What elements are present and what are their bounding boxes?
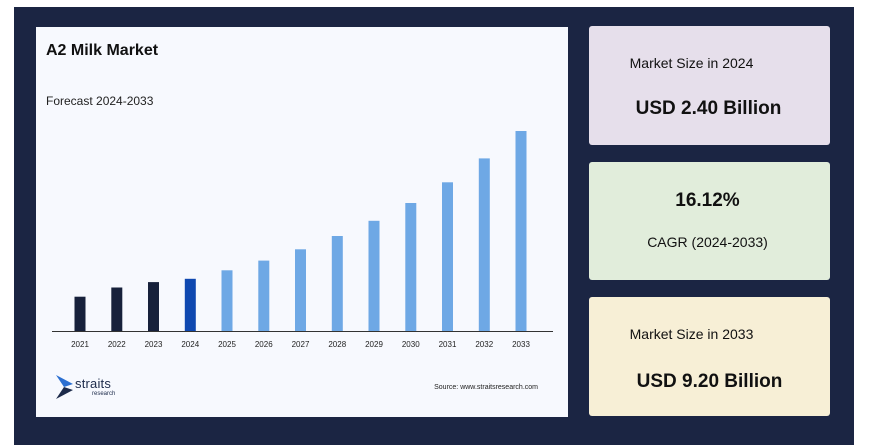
cagr-label: CAGR (2024-2033) [647,234,768,250]
x-tick-label-2028: 2028 [328,340,346,349]
chart-title: A2 Milk Market [46,42,159,59]
market-size-2024-value: USD 2.40 Billion [635,98,782,119]
bar-2031 [442,182,453,331]
straits-logo: straits research [56,373,136,403]
bar-2029 [368,220,380,331]
bar-2028 [331,236,343,331]
x-tick-label-2022: 2022 [108,340,126,349]
cagr-card: 16.12% CAGR (2024-2033) [589,162,830,280]
x-tick-label-2023: 2023 [145,340,163,349]
logo-name: straits [75,376,112,391]
bar-2032 [478,158,490,331]
x-tick-label-2031: 2031 [439,340,457,349]
bar-2033 [515,131,527,331]
bar-2030 [405,203,417,331]
cagr-value: 16.12% [675,190,740,211]
x-tick-label-2033: 2033 [512,340,530,349]
x-tick-label-2025: 2025 [218,340,236,349]
source-note: Source: www.straitsresearch.com [434,384,538,391]
bar-chart: 2021 2022 2023 2024 2025 2026 2027 2028 2029 2030… [52,131,553,349]
market-size-2033-value: USD 9.20 Billion [636,371,783,392]
chart-panel: 2021 2022 2023 2024 2025 2026 2027 2028 2029 2030… [36,27,568,417]
bar-2027 [295,249,306,331]
market-size-2033-card: Market Size in 2033 USD 9.20 Billion [589,297,830,416]
x-tick-label-2027: 2027 [292,340,310,349]
bar-2026 [258,260,270,331]
bar-2022 [111,287,123,331]
x-tick-label-2030: 2030 [402,340,420,349]
x-tick-label-2026: 2026 [255,340,273,349]
logo-sub: research [92,391,116,397]
chart-subtitle: Forecast 2024-2033 [46,94,154,108]
market-size-2024-card: Market Size in 2024 USD 2.40 Billion [589,26,830,145]
market-size-2024-label: Market Size in 2024 [629,55,754,71]
bar-2024 [184,278,196,331]
market-size-2033-label: Market Size in 2033 [629,326,754,342]
straits-logo-icon [56,375,73,399]
x-tick-label-2029: 2029 [365,340,383,349]
x-tick-label-2024: 2024 [181,340,199,349]
bar-2023 [148,282,159,331]
x-tick-label-2021: 2021 [71,340,89,349]
bar-2021 [74,296,86,331]
bar-2025 [221,270,233,331]
x-tick-label-2032: 2032 [475,340,493,349]
